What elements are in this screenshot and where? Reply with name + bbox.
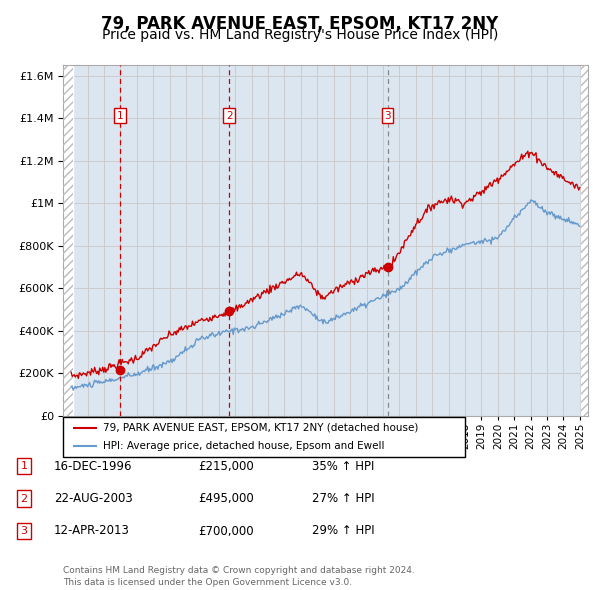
Text: 79, PARK AVENUE EAST, EPSOM, KT17 2NY (detached house): 79, PARK AVENUE EAST, EPSOM, KT17 2NY (d… (103, 423, 419, 433)
Text: 3: 3 (384, 111, 391, 121)
Text: 79, PARK AVENUE EAST, EPSOM, KT17 2NY: 79, PARK AVENUE EAST, EPSOM, KT17 2NY (101, 15, 499, 33)
Text: £700,000: £700,000 (198, 525, 254, 537)
Text: 3: 3 (20, 526, 28, 536)
Text: Contains HM Land Registry data © Crown copyright and database right 2024.
This d: Contains HM Land Registry data © Crown c… (63, 566, 415, 587)
Text: 16-DEC-1996: 16-DEC-1996 (54, 460, 133, 473)
Bar (63, 65, 73, 416)
Text: 12-APR-2013: 12-APR-2013 (54, 525, 130, 537)
Text: HPI: Average price, detached house, Epsom and Ewell: HPI: Average price, detached house, Epso… (103, 441, 385, 451)
Bar (63, 65, 73, 416)
Text: Price paid vs. HM Land Registry's House Price Index (HPI): Price paid vs. HM Land Registry's House … (102, 28, 498, 42)
Text: 22-AUG-2003: 22-AUG-2003 (54, 492, 133, 505)
Text: 2: 2 (20, 494, 28, 503)
Text: 2: 2 (226, 111, 233, 121)
Text: 27% ↑ HPI: 27% ↑ HPI (312, 492, 374, 505)
Text: £215,000: £215,000 (198, 460, 254, 473)
Text: 29% ↑ HPI: 29% ↑ HPI (312, 525, 374, 537)
Text: 1: 1 (116, 111, 123, 121)
Text: 35% ↑ HPI: 35% ↑ HPI (312, 460, 374, 473)
Bar (581, 65, 588, 416)
Text: 1: 1 (20, 461, 28, 471)
Bar (581, 65, 588, 416)
Text: £495,000: £495,000 (198, 492, 254, 505)
